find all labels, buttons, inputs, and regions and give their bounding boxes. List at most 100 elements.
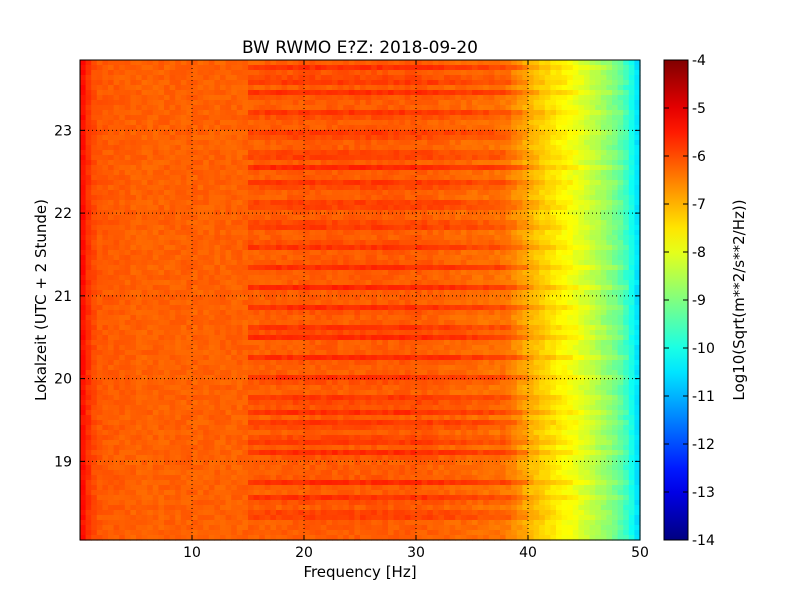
- heatmap-cell: [544, 85, 551, 91]
- heatmap-cell: [528, 170, 535, 176]
- heatmap-cell: [136, 70, 143, 76]
- heatmap-cell: [85, 265, 92, 271]
- heatmap-cell: [236, 90, 243, 96]
- heatmap-cell: [427, 220, 434, 226]
- heatmap-cell: [180, 225, 187, 231]
- heatmap-cell: [225, 245, 232, 251]
- heatmap-cell: [186, 235, 193, 241]
- heatmap-cell: [533, 275, 540, 281]
- heatmap-cell: [203, 285, 210, 291]
- heatmap-cell: [539, 145, 546, 151]
- heatmap-cell: [337, 70, 344, 76]
- heatmap-cell: [253, 220, 260, 226]
- heatmap-cell: [169, 270, 176, 276]
- chart-title: BW RWMO E?Z: 2018-09-20: [242, 38, 478, 58]
- heatmap-cell: [612, 70, 619, 76]
- heatmap-cell: [612, 150, 619, 156]
- heatmap-cell: [354, 280, 361, 286]
- heatmap-cell: [561, 265, 568, 271]
- heatmap-cell: [208, 205, 215, 211]
- heatmap-cell: [264, 90, 271, 96]
- heatmap-cell: [147, 285, 154, 291]
- heatmap-cell: [572, 220, 579, 226]
- heatmap-cell: [281, 130, 288, 136]
- heatmap-cell: [544, 255, 551, 261]
- heatmap-cell: [360, 205, 367, 211]
- heatmap-cell: [550, 145, 557, 151]
- heatmap-cell: [432, 200, 439, 206]
- heatmap-cell: [572, 100, 579, 106]
- heatmap-cell: [164, 240, 171, 246]
- heatmap-cell: [248, 255, 255, 261]
- heatmap-cell: [500, 295, 507, 301]
- heatmap-cell: [505, 230, 512, 236]
- heatmap-cell: [276, 130, 283, 136]
- heatmap-cell: [304, 205, 311, 211]
- heatmap-cell: [343, 165, 350, 171]
- heatmap-cell: [147, 135, 154, 141]
- heatmap-cell: [477, 190, 484, 196]
- heatmap-cell: [175, 265, 182, 271]
- heatmap-cell: [360, 200, 367, 206]
- heatmap-cell: [360, 115, 367, 121]
- heatmap-cell: [544, 190, 551, 196]
- heatmap-cell: [264, 210, 271, 216]
- heatmap-cell: [500, 250, 507, 256]
- heatmap-cell: [108, 290, 115, 296]
- heatmap-cell: [248, 275, 255, 281]
- heatmap-cell: [628, 70, 635, 76]
- heatmap-cell: [360, 165, 367, 171]
- heatmap-cell: [404, 140, 411, 146]
- heatmap-cell: [164, 155, 171, 161]
- heatmap-cell: [516, 220, 523, 226]
- heatmap-cell: [628, 160, 635, 166]
- heatmap-cell: [197, 135, 204, 141]
- heatmap-cell: [119, 285, 126, 291]
- heatmap-cell: [432, 220, 439, 226]
- heatmap-cell: [242, 215, 249, 221]
- heatmap-cell: [500, 150, 507, 156]
- heatmap-cell: [320, 230, 327, 236]
- heatmap-cell: [567, 250, 574, 256]
- heatmap-cell: [360, 185, 367, 191]
- heatmap-cell: [589, 225, 596, 231]
- heatmap-cell: [186, 150, 193, 156]
- heatmap-cell: [91, 260, 98, 266]
- heatmap-cell: [326, 250, 333, 256]
- heatmap-cell: [281, 150, 288, 156]
- heatmap-cell: [253, 230, 260, 236]
- heatmap-cell: [315, 120, 322, 126]
- heatmap-cell: [528, 160, 535, 166]
- heatmap-cell: [522, 280, 529, 286]
- heatmap-cell: [248, 295, 255, 301]
- heatmap-row: [80, 135, 641, 141]
- heatmap-cell: [236, 265, 243, 271]
- heatmap-cell: [208, 115, 215, 121]
- heatmap-cell: [416, 185, 423, 191]
- heatmap-cell: [376, 240, 383, 246]
- heatmap-cell: [130, 235, 137, 241]
- heatmap-cell: [376, 80, 383, 86]
- heatmap-cell: [175, 75, 182, 81]
- heatmap-cell: [371, 170, 378, 176]
- heatmap-cell: [634, 260, 641, 266]
- heatmap-cell: [533, 295, 540, 301]
- heatmap-cell: [561, 240, 568, 246]
- heatmap-cell: [220, 150, 227, 156]
- heatmap-cell: [416, 100, 423, 106]
- heatmap-cell: [96, 275, 103, 281]
- heatmap-cell: [208, 150, 215, 156]
- heatmap-cell: [617, 185, 624, 191]
- heatmap-cell: [505, 245, 512, 251]
- heatmap-cell: [600, 255, 607, 261]
- heatmap-cell: [455, 255, 462, 261]
- heatmap-cell: [348, 60, 355, 66]
- heatmap-cell: [320, 190, 327, 196]
- heatmap-cell: [169, 60, 176, 66]
- heatmap-cell: [612, 200, 619, 206]
- heatmap-cell: [600, 145, 607, 151]
- heatmap-cell: [528, 135, 535, 141]
- heatmap-cell: [309, 285, 316, 291]
- heatmap-cell: [505, 195, 512, 201]
- heatmap-cell: [539, 120, 546, 126]
